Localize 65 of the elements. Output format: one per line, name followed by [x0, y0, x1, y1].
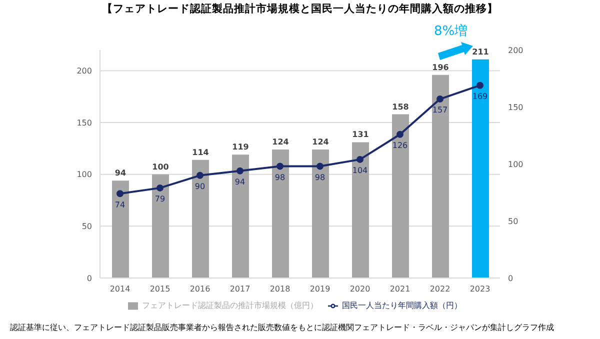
legend-label: フェアトレード認証製品の推計市場規模（億円） — [142, 301, 318, 310]
data-label: 98 — [274, 172, 286, 182]
bar — [192, 160, 209, 278]
data-label: 104 — [352, 166, 368, 176]
y2-tick-label: 0 — [508, 274, 514, 283]
data-label: 124 — [272, 137, 290, 146]
text: 認証基準に従い、フェアトレード認証製品販売事業者から報告された販売数値をもとに認証機関フェアトレード・ラベル・ジャパンが集計しグラフ作成 — [10, 322, 554, 333]
legend-label: 国民一人当たり年間購入額（円） — [342, 301, 462, 310]
bar — [432, 74, 449, 278]
data-label: 79 — [154, 194, 166, 204]
y-tick-label: 200 — [76, 66, 92, 76]
data-label: 94 — [114, 168, 126, 178]
x-tick-label: 2023 — [470, 284, 490, 294]
data-label: 169 — [472, 92, 488, 102]
point — [316, 162, 324, 170]
point — [156, 184, 164, 192]
data-label: 114 — [192, 148, 210, 157]
y2-tick-label: 100 — [508, 160, 524, 169]
point — [476, 82, 484, 89]
bar — [152, 174, 169, 278]
y2-tick-label: 50 — [508, 216, 518, 226]
data-label: 119 — [232, 142, 250, 152]
data-label: 157 — [432, 106, 448, 115]
bar — [312, 149, 329, 278]
data-label: 131 — [352, 130, 370, 140]
y-tick-label: 0 — [86, 274, 92, 283]
y2-tick-label: 200 — [508, 46, 524, 55]
x-tick-label: 2017 — [230, 284, 250, 294]
bar — [232, 154, 249, 278]
data-label: 126 — [392, 141, 408, 150]
point — [116, 190, 124, 198]
x-tick-label: 2019 — [310, 284, 330, 294]
y-tick-label: 100 — [76, 170, 92, 180]
y2-tick-label: 150 — [508, 102, 524, 112]
point — [436, 96, 444, 103]
bar — [272, 149, 289, 278]
y-tick-label: 50 — [82, 222, 92, 232]
data-label: 98 — [314, 172, 326, 182]
x-tick-label: 2020 — [350, 284, 370, 294]
data-label: 100 — [152, 162, 170, 172]
bar — [472, 59, 489, 278]
point — [396, 130, 404, 138]
data-label: 124 — [312, 137, 330, 146]
x-tick-label: 2021 — [390, 284, 410, 294]
data-label: 158 — [392, 102, 410, 112]
bar — [112, 180, 129, 278]
y-tick-label: 150 — [76, 118, 92, 128]
data-label: 74 — [114, 200, 126, 210]
bar — [392, 114, 409, 278]
x-tick-label: 2018 — [270, 284, 290, 294]
data-label: 94 — [234, 178, 246, 187]
point — [356, 156, 364, 163]
point — [276, 162, 284, 170]
x-tick-label: 2014 — [110, 284, 130, 294]
data-label: 196 — [432, 62, 450, 72]
x-tick-label: 2016 — [190, 284, 210, 294]
point — [196, 172, 204, 179]
x-tick-label: 2022 — [430, 284, 450, 294]
chart-title: 【フェアトレード認証製品推計市場規模と国民一人当たりの年間購入額の推移】 — [101, 2, 499, 16]
data-label: 211 — [472, 47, 490, 56]
bar — [352, 142, 369, 278]
x-tick-label: 2015 — [150, 284, 170, 294]
text: 8%増 — [434, 22, 468, 40]
point — [236, 167, 244, 174]
data-label: 90 — [194, 182, 206, 192]
